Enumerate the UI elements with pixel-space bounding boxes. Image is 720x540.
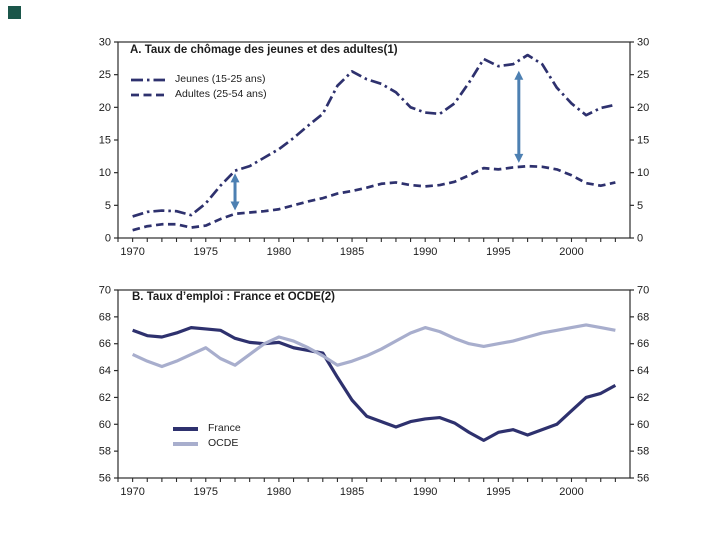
y-tick-label-left: 20 bbox=[99, 102, 111, 114]
y-tick-label-left: 58 bbox=[99, 446, 111, 458]
y-tick-label-left: 5 bbox=[105, 200, 111, 212]
y-tick-label-right: 20 bbox=[637, 102, 649, 114]
y-tick-label-left: 30 bbox=[99, 37, 111, 49]
gap-arrow-head-down bbox=[230, 201, 240, 211]
y-tick-label-left: 10 bbox=[99, 167, 111, 179]
axis-box bbox=[117, 289, 631, 479]
x-tick-label: 1985 bbox=[340, 486, 364, 498]
x-tick-label: 1995 bbox=[486, 246, 510, 258]
chart-a-title: A. Taux de chômage des jeunes et des adu… bbox=[130, 44, 398, 56]
gap-arrow-head-up bbox=[230, 173, 240, 183]
legend-label-france: France bbox=[208, 422, 241, 434]
series-line-adultes-ans bbox=[132, 164, 616, 232]
y-tick-label-right: 70 bbox=[637, 285, 649, 297]
legend-label-ocde: OCDE bbox=[208, 437, 239, 449]
y-tick-label-right: 25 bbox=[637, 69, 649, 81]
x-tick-label: 2000 bbox=[559, 246, 583, 258]
x-tick-label: 1995 bbox=[486, 486, 510, 498]
chart-b-title: B. Taux d’emploi : France et OCDE(2) bbox=[132, 291, 335, 303]
x-tick-label: 1990 bbox=[413, 246, 437, 258]
y-tick-label-right: 15 bbox=[637, 135, 649, 147]
y-tick-label-right: 68 bbox=[637, 311, 649, 323]
y-tick-label-left: 68 bbox=[99, 311, 111, 323]
y-tick-label-left: 66 bbox=[99, 338, 111, 350]
y-tick-label-right: 30 bbox=[637, 37, 649, 49]
jeunes-line-sample bbox=[131, 78, 165, 81]
y-tick-label-left: 15 bbox=[99, 135, 111, 147]
legend-row-ocde: OCDE bbox=[172, 436, 241, 451]
y-tick-label-left: 60 bbox=[99, 419, 111, 431]
y-tick-label-right: 0 bbox=[637, 233, 643, 245]
y-tick-label-right: 64 bbox=[637, 365, 649, 377]
y-tick-label-left: 0 bbox=[105, 233, 111, 245]
x-tick-label: 1985 bbox=[340, 246, 364, 258]
y-tick-label-left: 62 bbox=[99, 392, 111, 404]
x-tick-label: 1975 bbox=[194, 246, 218, 258]
x-tick-label: 1990 bbox=[413, 486, 437, 498]
x-tick-label: 1980 bbox=[267, 246, 291, 258]
y-tick-label-right: 5 bbox=[637, 200, 643, 212]
y-tick-label-left: 56 bbox=[99, 473, 111, 485]
y-tick-label-right: 66 bbox=[637, 338, 649, 350]
adultes-line-sample bbox=[131, 93, 165, 96]
y-tick-label-left: 25 bbox=[99, 69, 111, 81]
legend-label-adultes: Adultes (25-54 ans) bbox=[175, 88, 267, 100]
legend-row-adultes: Adultes (25-54 ans) bbox=[130, 87, 267, 102]
series-line-ocde bbox=[131, 323, 616, 369]
legend-row-jeunes: Jeunes (15-25 ans) bbox=[130, 72, 267, 87]
unemployment-chart: 0 0 5 5 10 10 15 15 20 20 25 25 30 30 1970 1975 1980 1985… bbox=[99, 37, 650, 259]
legend-label-jeunes: Jeunes (15-25 ans) bbox=[175, 73, 266, 85]
y-tick-label-right: 60 bbox=[637, 419, 649, 431]
y-tick-label-left: 64 bbox=[99, 365, 111, 377]
x-tick-label: 2000 bbox=[559, 486, 583, 498]
gap-arrow-head-down bbox=[514, 153, 524, 163]
series-line-france bbox=[132, 325, 617, 442]
x-tick-label: 1975 bbox=[194, 486, 218, 498]
series-line-jeunes-ans bbox=[132, 53, 616, 218]
y-tick-label-right: 10 bbox=[637, 167, 649, 179]
y-tick-label-left: 70 bbox=[99, 285, 111, 297]
employment-chart: 56 56 58 58 60 60 62 62 64 64 66 66 68 68 70 70 1970 1975… bbox=[99, 285, 650, 499]
y-tick-label-right: 56 bbox=[637, 473, 649, 485]
x-tick-label: 1970 bbox=[120, 486, 144, 498]
y-tick-label-right: 62 bbox=[637, 392, 649, 404]
ocde-line-sample bbox=[173, 441, 198, 446]
x-tick-label: 1980 bbox=[267, 486, 291, 498]
x-tick-label: 1970 bbox=[120, 246, 144, 258]
chart-a-legend: Jeunes (15-25 ans) Adultes (25-54 ans) bbox=[130, 72, 267, 102]
y-tick-label-right: 58 bbox=[637, 446, 649, 458]
slide-corner-decoration bbox=[8, 6, 21, 19]
france-line-sample bbox=[173, 426, 198, 431]
chart-b-legend: France OCDE bbox=[172, 421, 241, 451]
legend-row-france: France bbox=[172, 421, 241, 436]
gap-arrow-head-up bbox=[514, 70, 524, 80]
